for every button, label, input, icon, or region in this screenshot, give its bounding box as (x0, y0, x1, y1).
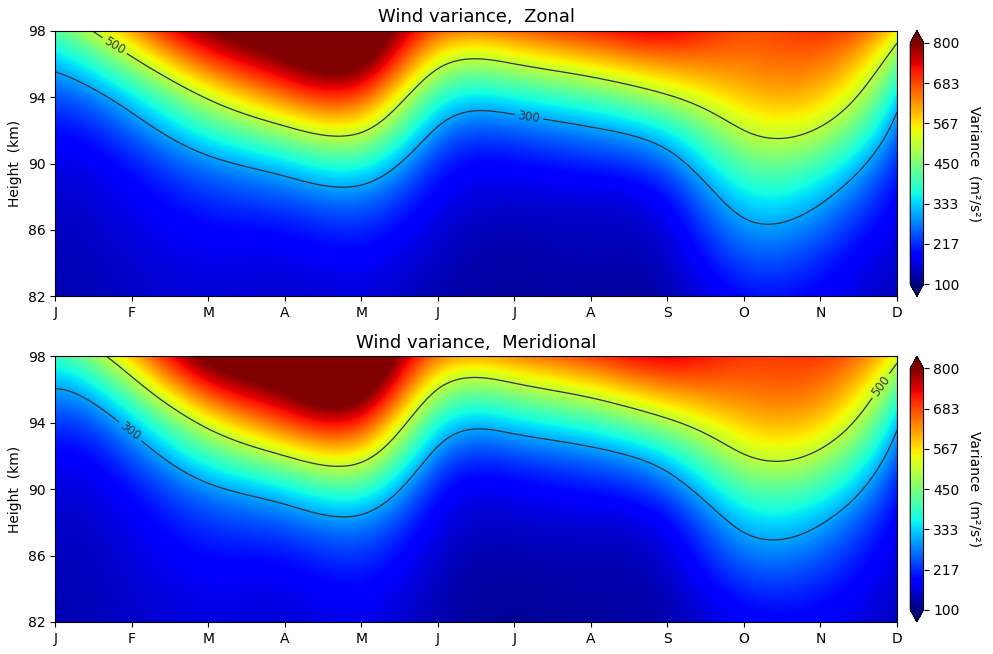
Y-axis label: Variance  (m²/s²): Variance (m²/s²) (968, 431, 982, 547)
PathPatch shape (911, 356, 923, 368)
Text: 300: 300 (517, 109, 541, 125)
Text: 300: 300 (118, 419, 143, 443)
Text: 500: 500 (101, 34, 127, 57)
PathPatch shape (911, 610, 923, 622)
Title: Wind variance,  Meridional: Wind variance, Meridional (355, 334, 597, 352)
Y-axis label: Variance  (m²/s²): Variance (m²/s²) (968, 105, 982, 222)
Y-axis label: Height  (km): Height (km) (8, 445, 22, 532)
Title: Wind variance,  Zonal: Wind variance, Zonal (377, 9, 575, 26)
PathPatch shape (911, 284, 923, 296)
PathPatch shape (911, 31, 923, 43)
Text: 500: 500 (869, 373, 893, 398)
Y-axis label: Height  (km): Height (km) (8, 120, 22, 207)
